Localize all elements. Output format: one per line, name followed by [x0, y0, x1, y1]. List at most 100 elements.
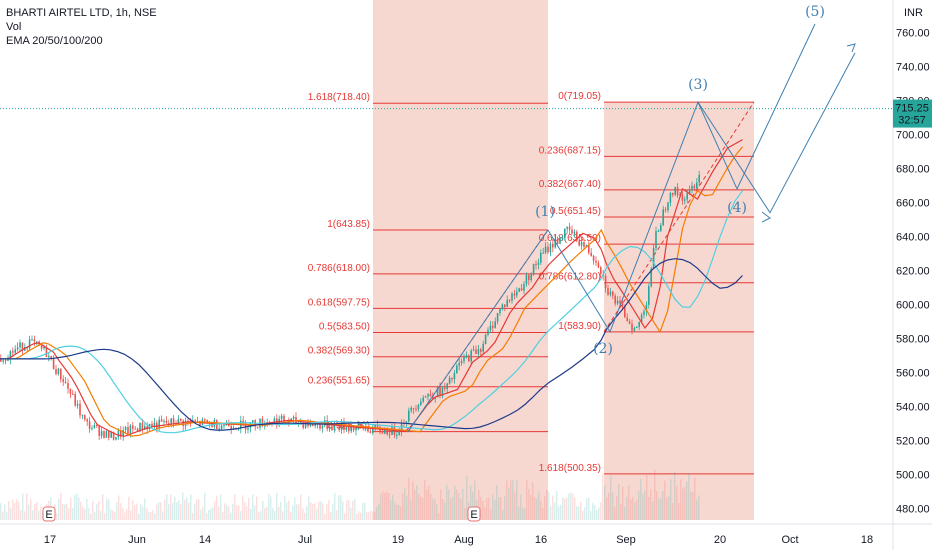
- volume-bar: [472, 491, 474, 520]
- volume-bar: [510, 479, 512, 520]
- volume-bar: [354, 499, 356, 520]
- volume-bar: [272, 507, 274, 520]
- volume-bar: [104, 513, 106, 520]
- candle-body: [314, 424, 316, 426]
- volume-bar: [178, 500, 180, 520]
- candle-body: [196, 420, 199, 422]
- volume-bar: [618, 483, 620, 520]
- candle-body: [21, 342, 24, 351]
- candle-body: [230, 426, 232, 430]
- candle-body: [43, 346, 45, 349]
- volume-label: Vol: [6, 21, 22, 33]
- candle-body: [273, 418, 276, 424]
- candle-body: [583, 242, 585, 247]
- volume-bar: [564, 498, 566, 520]
- candle-body: [153, 422, 156, 427]
- candle-body: [669, 193, 672, 203]
- volume-bar: [220, 494, 222, 520]
- candle-body: [417, 404, 420, 410]
- candle-body: [412, 407, 415, 409]
- candle-body: [592, 255, 595, 261]
- volume-bar: [368, 512, 370, 520]
- fib-label: 0.382(667.40): [539, 179, 601, 190]
- x-tick-label: 16: [535, 534, 547, 546]
- volume-bar: [462, 488, 464, 520]
- candle-body: [604, 275, 607, 289]
- volume-bar: [110, 508, 112, 520]
- volume-bar: [150, 512, 152, 520]
- candle-body: [2, 360, 4, 362]
- volume-bar: [654, 469, 656, 520]
- volume-bar: [558, 506, 560, 520]
- y-tick-label: 640.00: [896, 232, 930, 244]
- volume-bar: [656, 491, 658, 520]
- volume-bar: [90, 513, 92, 520]
- candle-body: [352, 426, 355, 431]
- candle-body: [612, 291, 614, 296]
- candle-body: [48, 356, 50, 358]
- volume-bar: [198, 499, 200, 520]
- volume-bar: [638, 491, 640, 520]
- volume-bar: [36, 501, 38, 520]
- volume-bar: [416, 485, 418, 520]
- volume-bar: [148, 512, 150, 520]
- volume-bar: [236, 505, 238, 520]
- volume-bar: [666, 497, 668, 520]
- price-tag-timer: 32:57: [898, 115, 926, 127]
- volume-bar: [156, 504, 158, 520]
- candle-body: [532, 263, 535, 275]
- candle-body: [475, 349, 477, 354]
- volume-bar: [392, 494, 394, 520]
- volume-bar: [340, 495, 342, 520]
- volume-bar: [226, 505, 228, 520]
- volume-bar: [238, 505, 240, 520]
- volume-bar: [438, 513, 440, 520]
- wave-label-4: (4): [727, 200, 747, 216]
- volume-bar: [536, 498, 538, 520]
- volume-bar: [306, 506, 308, 520]
- candle-body: [199, 420, 201, 426]
- candle-body: [331, 426, 333, 431]
- arrow-head: [761, 211, 771, 223]
- volume-bar: [546, 490, 548, 520]
- price-tag-value: 715.25: [895, 103, 929, 115]
- candle-body: [595, 260, 597, 263]
- volume-bar: [256, 496, 258, 520]
- fib-zone-1: [373, 0, 548, 520]
- volume-bar: [248, 497, 250, 520]
- volume-bar: [484, 507, 486, 520]
- volume-bar: [74, 495, 76, 520]
- candle-body: [357, 423, 360, 428]
- volume-bar: [570, 492, 572, 520]
- volume-bar: [616, 495, 618, 520]
- candle-body: [568, 226, 571, 230]
- volume-bar: [58, 499, 60, 520]
- volume-bar: [578, 506, 580, 520]
- candle-body: [57, 368, 60, 375]
- volume-bar: [466, 476, 468, 520]
- volume-bar: [502, 510, 504, 520]
- candle-body: [177, 418, 180, 426]
- volume-bar: [602, 473, 604, 520]
- candle-body: [698, 174, 700, 183]
- x-tick-label: Aug: [454, 534, 474, 546]
- volume-bar: [294, 497, 296, 520]
- volume-bar: [212, 507, 214, 520]
- candle-body: [93, 424, 96, 429]
- fib-label: 0(719.05): [558, 91, 601, 102]
- fib-zone-2: [604, 102, 754, 521]
- y-tick-label: 520.00: [896, 436, 930, 448]
- volume-bar: [250, 508, 252, 520]
- volume-bar: [194, 503, 196, 520]
- wave-paths: (1) (2) (3) (4) (5): [407, 4, 856, 432]
- candle-body: [16, 347, 19, 350]
- candle-body: [456, 365, 458, 374]
- candle-body: [144, 426, 146, 430]
- volume-bar: [400, 506, 402, 520]
- candle-body: [530, 274, 532, 281]
- alt-wave-line: [697, 52, 856, 214]
- volume-bar: [548, 491, 550, 520]
- volume-bar: [604, 485, 606, 520]
- volume-bar: [120, 503, 122, 520]
